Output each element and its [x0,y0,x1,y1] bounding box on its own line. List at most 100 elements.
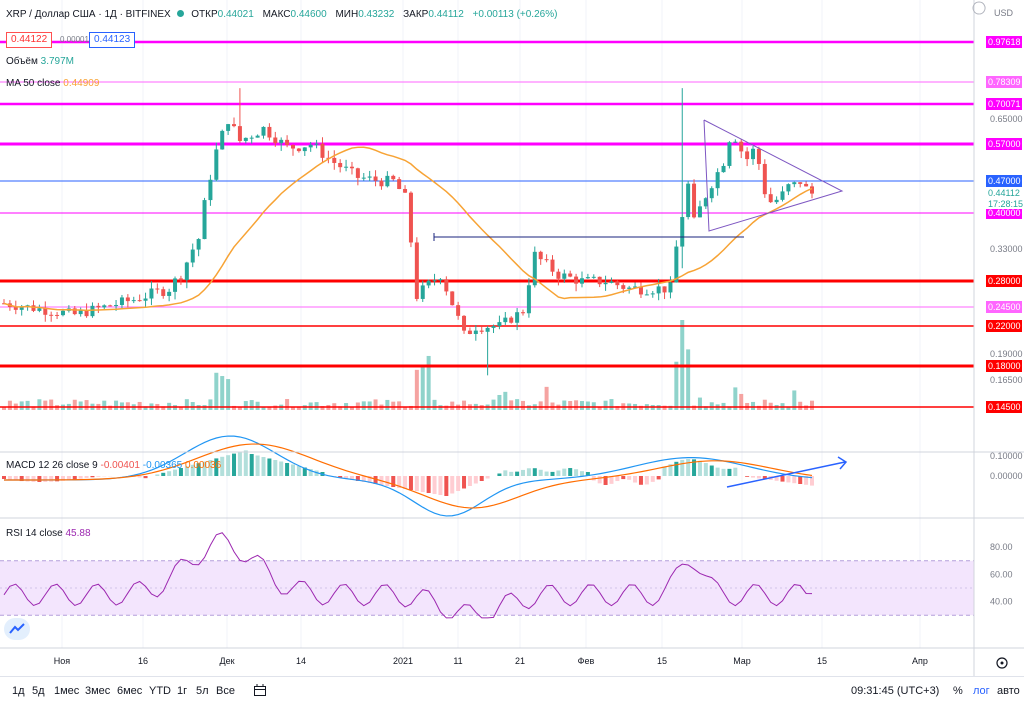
macd-hist-bar [639,476,643,485]
candle-body [698,206,702,217]
macd-hist-bar [497,474,501,477]
macd-hist-bar [85,476,89,478]
tf-5y[interactable]: 5л [196,685,209,697]
macd-hist-bar [415,476,419,491]
candle-body [138,300,142,301]
macd-hist-bar [550,472,554,476]
candle-body [344,167,348,168]
volume-bar [492,400,496,410]
macd-hist-bar [568,468,572,476]
high-value: 0.44600 [291,9,327,20]
macd-hist-bar [751,476,755,478]
logo-icon[interactable] [4,618,30,640]
volume-bar [256,402,260,410]
macd-hist-bar [291,465,295,477]
volume-bar [521,401,525,410]
tf-ytd[interactable]: YTD [149,685,171,697]
volume-bar [244,401,248,410]
macd-hist-bar [515,472,519,476]
candle-body [521,312,525,313]
auto-toggle[interactable]: авто [997,685,1020,697]
volume-bar [250,400,254,410]
date-range-icon[interactable] [253,683,267,700]
level-label: 0.78309 [988,77,1021,87]
volume-legend[interactable]: Объём 3.797M [6,56,74,67]
chart-canvas[interactable]: USD0.650000.330000.280000.190000.165000.… [0,0,1024,676]
macd-hist-bar [733,468,737,476]
macd-hist-bar [704,463,708,476]
price-tick: 0.33000 [990,244,1023,254]
candle-body [480,331,484,332]
macd-hist-bar [167,471,171,476]
time-label: Апр [912,656,928,666]
log-toggle[interactable]: лог [973,685,990,697]
candle-body [250,138,254,139]
volume-bar [226,379,230,410]
candle-body [692,184,696,218]
tf-1y[interactable]: 1г [177,685,187,697]
time-label: Мар [733,656,751,666]
macd-signal-value: 0.00036 [185,460,221,471]
symbol-title[interactable]: XRP / Доллар США · 1Д · BITFINEX [6,9,171,20]
candle-body [804,184,808,186]
macd-hist-bar [556,470,560,476]
macd-legend[interactable]: MACD 12 26 close 9 -0.00401 -0.00365 0.0… [6,460,221,471]
macd-hist-bar [663,467,667,476]
macd-hist-bar [267,459,271,477]
percent-toggle[interactable]: % [953,685,963,697]
candle-body [238,126,242,141]
candle-body [433,280,437,281]
candle-body [55,315,59,316]
macd-hist-bar [462,476,466,489]
volume-bar [114,401,118,410]
macd-hist-bar [627,476,631,480]
level-label: 0.57000 [988,139,1021,149]
level-label: 0.14500 [988,402,1021,412]
candle-body [90,306,94,316]
ma-value: 0.44909 [63,78,99,89]
candle-body [232,124,236,126]
candle-body [792,182,796,184]
level-label: 0.47000 [988,176,1021,186]
volume-bar [450,402,454,410]
candle-body [427,281,431,286]
time-label: 16 [138,656,148,666]
tf-6m[interactable]: 6мес [117,685,142,697]
volume-bar [580,401,584,410]
volume-bar [191,402,195,410]
rsi-value: 45.88 [65,528,90,539]
macd-hist-bar [509,472,513,476]
tf-1d[interactable]: 1д [12,685,25,697]
macd-hist-bar [781,476,785,482]
macd-hist-bar [527,468,531,476]
rsi-label: RSI 14 close [6,528,63,539]
price-tick: 0.19000 [990,349,1023,359]
macd-hist-bar [574,469,578,476]
candle-body [680,217,684,247]
macd-hist-bar [533,468,537,476]
macd-label: MACD 12 26 close 9 [6,460,98,471]
macd-hist-bar [745,476,749,477]
macd-hist-bar [621,476,625,479]
volume-bar [698,398,702,410]
sell-button[interactable]: 0.44122 [6,32,52,48]
macd-hist-bar [757,476,761,478]
candle-body [350,167,354,169]
currency-label: USD [994,8,1014,18]
rsi-legend[interactable]: RSI 14 close 45.88 [6,528,91,539]
volume-bar [362,401,366,410]
buy-button[interactable]: 0.44123 [89,32,135,48]
clock[interactable]: 09:31:45 (UTC+3) [851,685,939,697]
tf-all[interactable]: Все [216,685,235,697]
tf-3m[interactable]: 3мес [85,685,110,697]
volume-bar [562,401,566,410]
candle-body [609,281,613,282]
candle-body [315,144,319,145]
tf-1m[interactable]: 1мес [54,685,79,697]
ma-legend[interactable]: MA 50 close 0.44909 [6,78,99,89]
macd-tick: 0.00000 [990,471,1023,481]
tf-5d[interactable]: 5д [32,685,45,697]
macd-hist-bar [710,466,714,476]
volume-bar [273,406,277,410]
candle-body [403,189,407,193]
